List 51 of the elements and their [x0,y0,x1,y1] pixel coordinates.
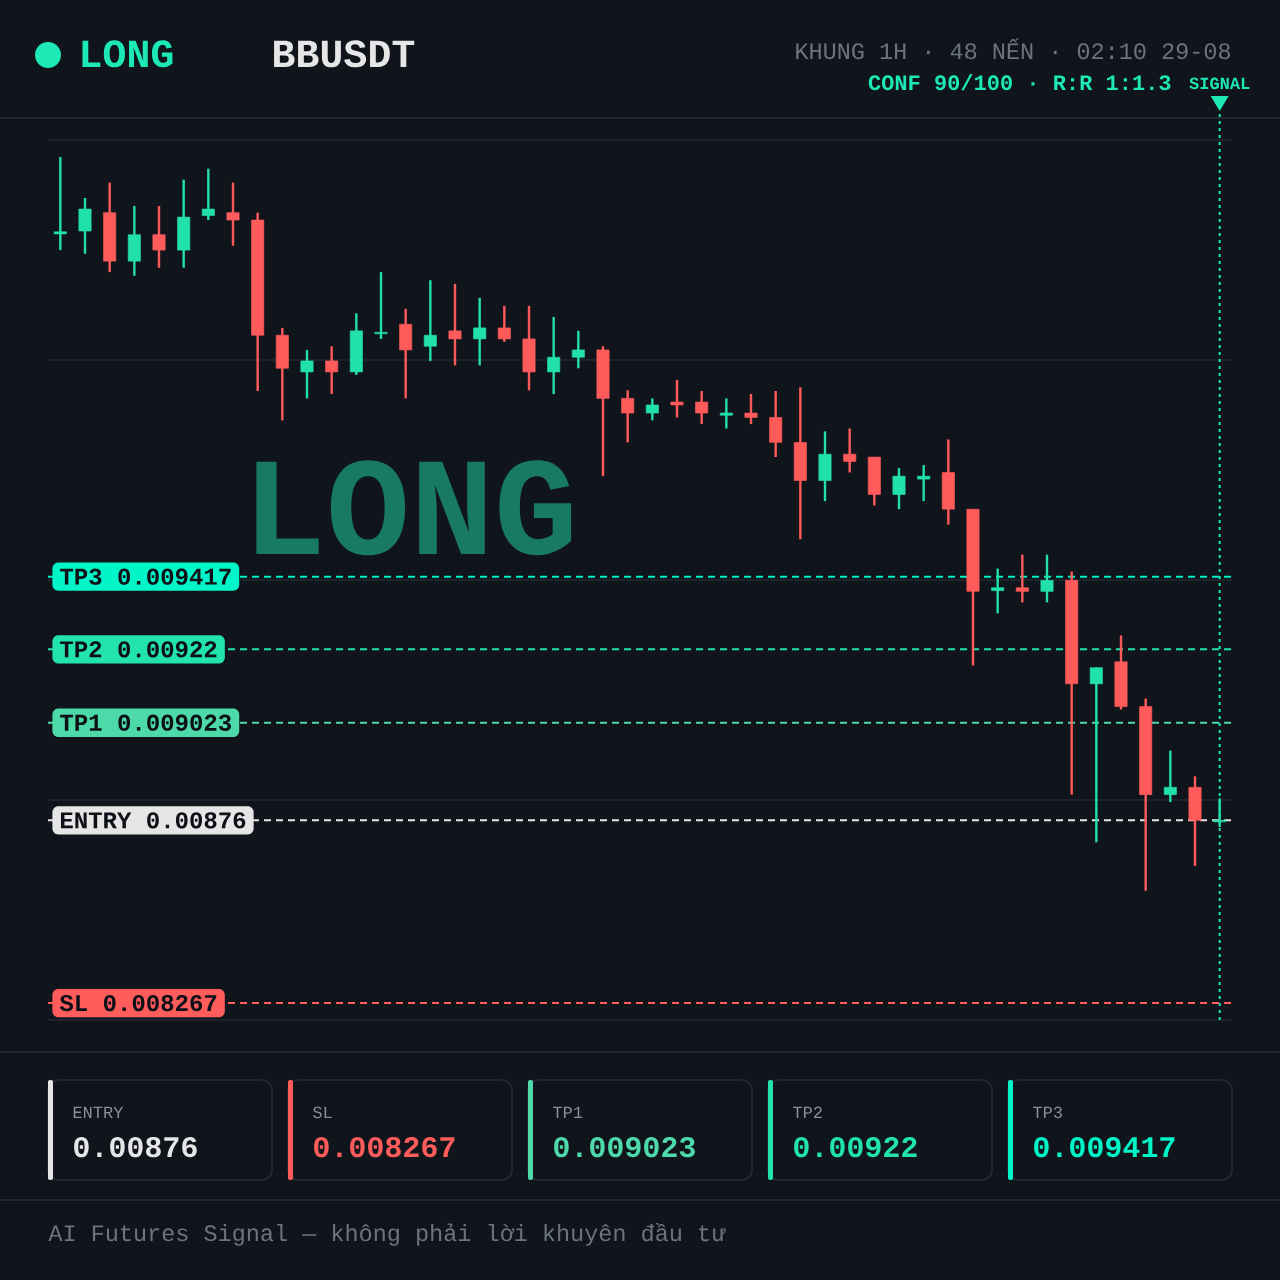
candlestick [744,392,758,426]
candlestick [719,397,733,430]
candlestick [695,389,709,426]
annotation: LONG [256,460,572,556]
candlestick [497,304,511,344]
text: 0.009023 [554,1136,695,1158]
text: SL [313,1106,332,1119]
candlestick [621,389,635,444]
ref-line-label: ENTRY 0.00876 [61,812,246,829]
candlestick [201,167,215,222]
text: 0.00922 [794,1136,917,1158]
candlestick [571,329,585,370]
text: TP2 [793,1106,822,1118]
candlestick [374,270,388,341]
candlestick [78,196,92,255]
candlestick [152,204,166,269]
candlestick [670,378,684,419]
candlestick [1163,749,1177,804]
candlestick [473,296,487,367]
candlestick [300,348,314,400]
text: ENTRY [73,1106,124,1118]
ref-line-label: TP2 0.00922 [60,641,217,658]
text: AI Futures Signal — không phải lời khuyên đầu tư [48,1223,726,1246]
candlestick [892,466,906,511]
ref-line-label: SL 0.008267 [59,994,217,1012]
candlestick [53,155,67,252]
text: TP1 [553,1106,583,1118]
text: 0.008267 [314,1136,455,1158]
candlestick [1015,553,1029,604]
text: SIGNAL [1189,77,1250,90]
text: 0.00876 [74,1136,197,1158]
candlestick [226,181,240,247]
candlestick [325,345,339,396]
candlestick [917,463,931,503]
candlestick [448,282,462,367]
candlestick [843,427,857,474]
candlestick [423,279,437,363]
candlestick [1213,797,1227,829]
text: 0.009417 [1034,1136,1175,1158]
candlestick [547,315,561,396]
candlestick [991,567,1005,615]
candlestick [1089,666,1103,844]
ref-line-label: TP3 0.009417 [60,568,231,585]
candlestick [645,397,659,422]
text: TP3 [1033,1106,1062,1119]
candlestick [1040,553,1054,604]
text: LONG [82,40,173,68]
chart-subtitle: KHUNG 1H · 48 NẾN · 02:10 29-08 [796,38,1230,60]
ref-line-label: TP1 0.009023 [60,714,231,731]
text: CONF 90/100 · R:R 1:1.3 [868,74,1171,91]
chart-title: BBUSDT [274,40,415,68]
